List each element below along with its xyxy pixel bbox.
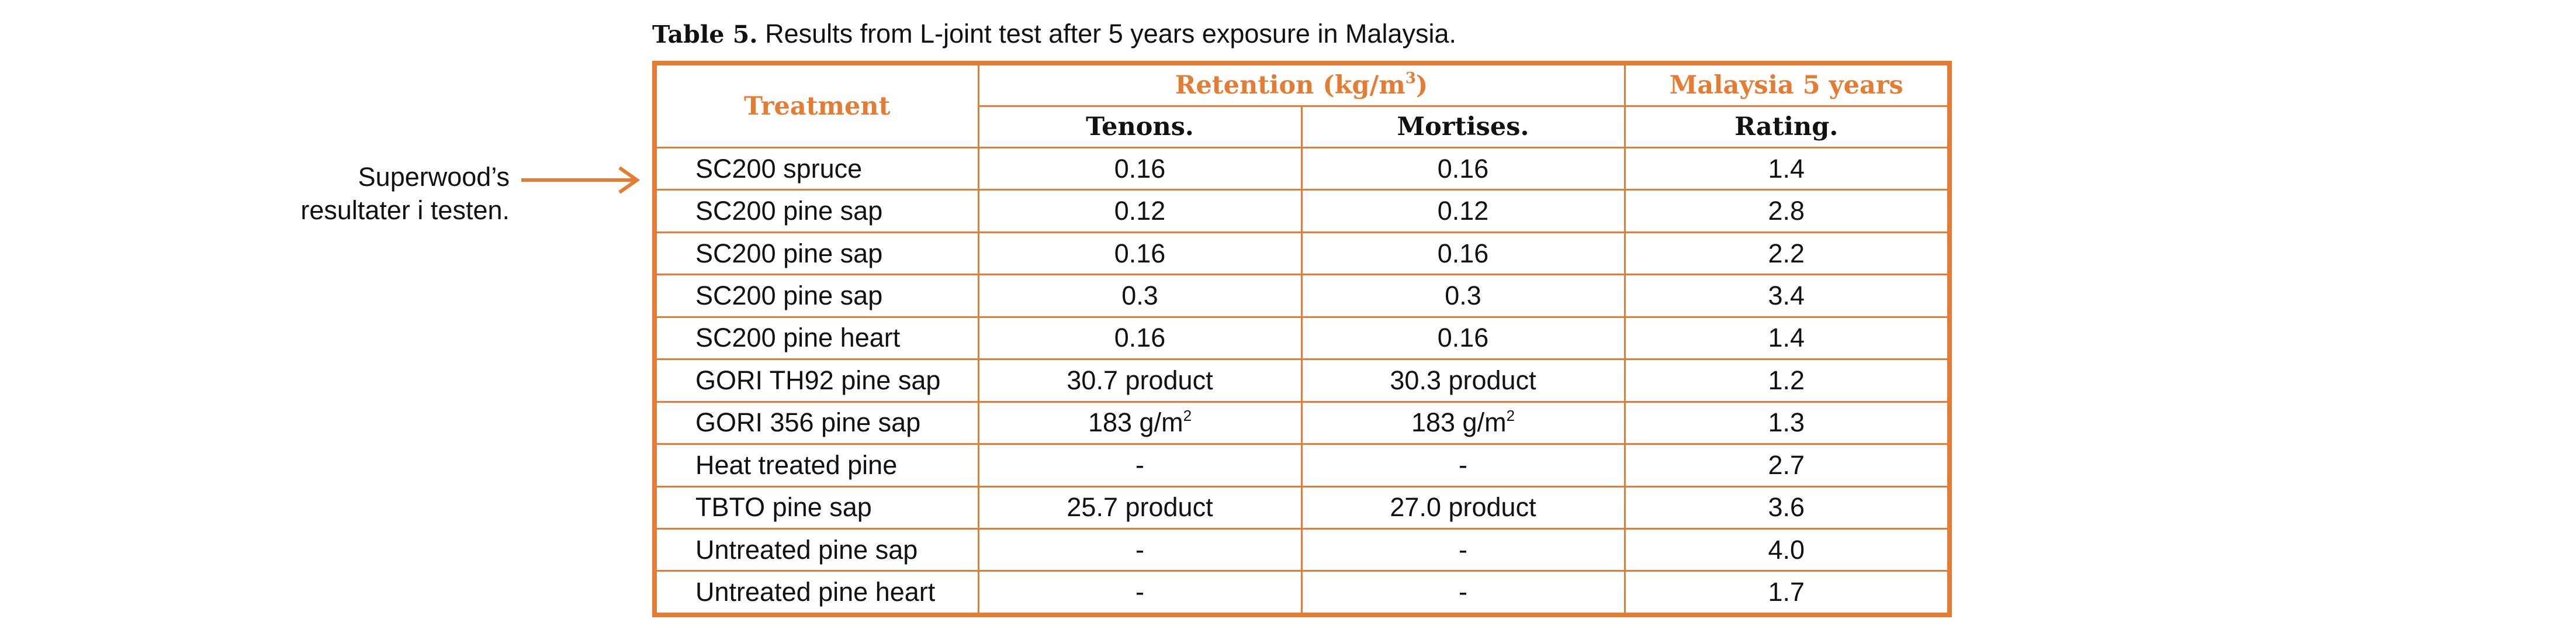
treatment-cell: SC200 pine heart bbox=[653, 316, 979, 361]
treatment-cell: SC200 spruce bbox=[653, 146, 979, 191]
table-row: GORI 356 pine sap 183 g/m2 183 g/m2 1.3 bbox=[653, 400, 1951, 445]
mortises-cell: - bbox=[1300, 527, 1626, 572]
treatment-cell: GORI TH92 pine sap bbox=[653, 358, 979, 403]
tenons-cell: 0.16 bbox=[977, 231, 1303, 276]
rating-cell: 1.7 bbox=[1623, 570, 1951, 616]
treatment-header: Treatment bbox=[653, 62, 979, 148]
mortises-cell: 0.16 bbox=[1300, 231, 1626, 276]
table-row: Untreated pine sap - - 4.0 bbox=[653, 527, 1951, 572]
caption-label: Table 5. bbox=[652, 20, 758, 49]
tenons-cell: - bbox=[977, 570, 1303, 616]
retention-header: Retention (kg/m3) bbox=[977, 62, 1626, 107]
tenons-cell: 30.7 product bbox=[977, 358, 1303, 403]
tenons-cell: - bbox=[977, 527, 1303, 572]
header-row-1: Treatment Retention (kg/m3) Malaysia 5 y… bbox=[653, 62, 1951, 148]
tenons-cell: 25.7 product bbox=[977, 485, 1303, 530]
table-row: SC200 pine sap 0.16 0.16 2.2 bbox=[653, 231, 1951, 276]
treatment-cell: TBTO pine sap bbox=[653, 485, 979, 530]
table-row: TBTO pine sap 25.7 product 27.0 product … bbox=[653, 485, 1951, 530]
treatment-cell: Untreated pine sap bbox=[653, 527, 979, 572]
tenons-cell: 0.16 bbox=[977, 316, 1303, 361]
tenons-header: Tenons. bbox=[977, 105, 1303, 148]
table-row: SC200 spruce 0.16 0.16 1.4 bbox=[653, 146, 1951, 191]
table-row: SC200 pine sap 0.12 0.12 2.8 bbox=[653, 189, 1951, 233]
mortises-cell: 183 g/m2 bbox=[1300, 400, 1626, 445]
table-row: Untreated pine heart - - 1.7 bbox=[653, 570, 1951, 616]
annotation-line-1: Superwood’s bbox=[358, 162, 510, 192]
rating-cell: 2.7 bbox=[1623, 443, 1951, 488]
rating-cell: 1.4 bbox=[1623, 146, 1951, 191]
header-row-2: Tenons. Mortises. Rating. bbox=[655, 105, 1951, 148]
retention-header-text: Retention (kg/m bbox=[1175, 71, 1405, 100]
mortises-cell: - bbox=[1300, 570, 1626, 616]
treatment-cell: Heat treated pine bbox=[653, 443, 979, 488]
table-row: SC200 pine heart 0.16 0.16 1.4 bbox=[653, 316, 1951, 361]
mortises-cell: 0.16 bbox=[1300, 316, 1626, 361]
treatment-cell: SC200 pine sap bbox=[653, 274, 979, 318]
annotation-line-2: resultater i testen. bbox=[300, 195, 510, 225]
treatment-cell: GORI 356 pine sap bbox=[653, 400, 979, 445]
mortises-cell: 0.3 bbox=[1300, 274, 1626, 318]
mortises-header: Mortises. bbox=[1300, 105, 1626, 148]
mortises-cell: - bbox=[1300, 443, 1626, 488]
tenons-cell: 0.16 bbox=[977, 146, 1303, 191]
results-table: Treatment Retention (kg/m3) Malaysia 5 y… bbox=[652, 61, 1952, 617]
rating-cell: 3.4 bbox=[1623, 274, 1951, 318]
malaysia-header: Malaysia 5 years bbox=[1623, 62, 1951, 107]
rating-cell: 1.4 bbox=[1623, 316, 1951, 361]
rating-cell: 2.2 bbox=[1623, 231, 1951, 276]
rating-cell: 3.6 bbox=[1623, 485, 1951, 530]
treatment-cell: SC200 pine sap bbox=[653, 231, 979, 276]
mortises-cell: 27.0 product bbox=[1300, 485, 1626, 530]
rating-cell: 1.3 bbox=[1623, 400, 1951, 445]
table-caption: Table 5. Results from L-joint test after… bbox=[652, 16, 1456, 52]
mortises-value: 183 g/m bbox=[1411, 407, 1507, 438]
mortises-cell: 30.3 product bbox=[1300, 358, 1626, 403]
tenons-cell: 0.12 bbox=[977, 189, 1303, 233]
treatment-cell: SC200 pine sap bbox=[653, 189, 979, 233]
caption-text: Results from L-joint test after 5 years … bbox=[757, 19, 1457, 49]
arrow-right-icon bbox=[521, 166, 640, 194]
mortises-cell: 0.12 bbox=[1300, 189, 1626, 233]
tenons-value: 183 g/m bbox=[1088, 407, 1183, 438]
retention-header-sup: 3 bbox=[1405, 70, 1416, 87]
tenons-sup: 2 bbox=[1183, 407, 1192, 425]
table-row: SC200 pine sap 0.3 0.3 3.4 bbox=[653, 274, 1951, 318]
rating-cell: 2.8 bbox=[1623, 189, 1951, 233]
mortises-cell: 0.16 bbox=[1300, 146, 1626, 191]
rating-cell: 1.2 bbox=[1623, 358, 1951, 403]
treatment-cell: Untreated pine heart bbox=[653, 570, 979, 616]
table-row: GORI TH92 pine sap 30.7 product 30.3 pro… bbox=[653, 358, 1951, 403]
mortises-sup: 2 bbox=[1506, 407, 1515, 425]
table-row: Heat treated pine - - 2.7 bbox=[653, 443, 1951, 488]
rating-cell: 4.0 bbox=[1623, 527, 1951, 572]
retention-header-tail: ) bbox=[1415, 71, 1428, 100]
rating-header: Rating. bbox=[1623, 105, 1951, 148]
superwood-annotation: Superwood’s resultater i testen. bbox=[300, 160, 510, 227]
tenons-cell: - bbox=[977, 443, 1303, 488]
tenons-cell: 183 g/m2 bbox=[977, 400, 1303, 445]
tenons-cell: 0.3 bbox=[977, 274, 1303, 318]
